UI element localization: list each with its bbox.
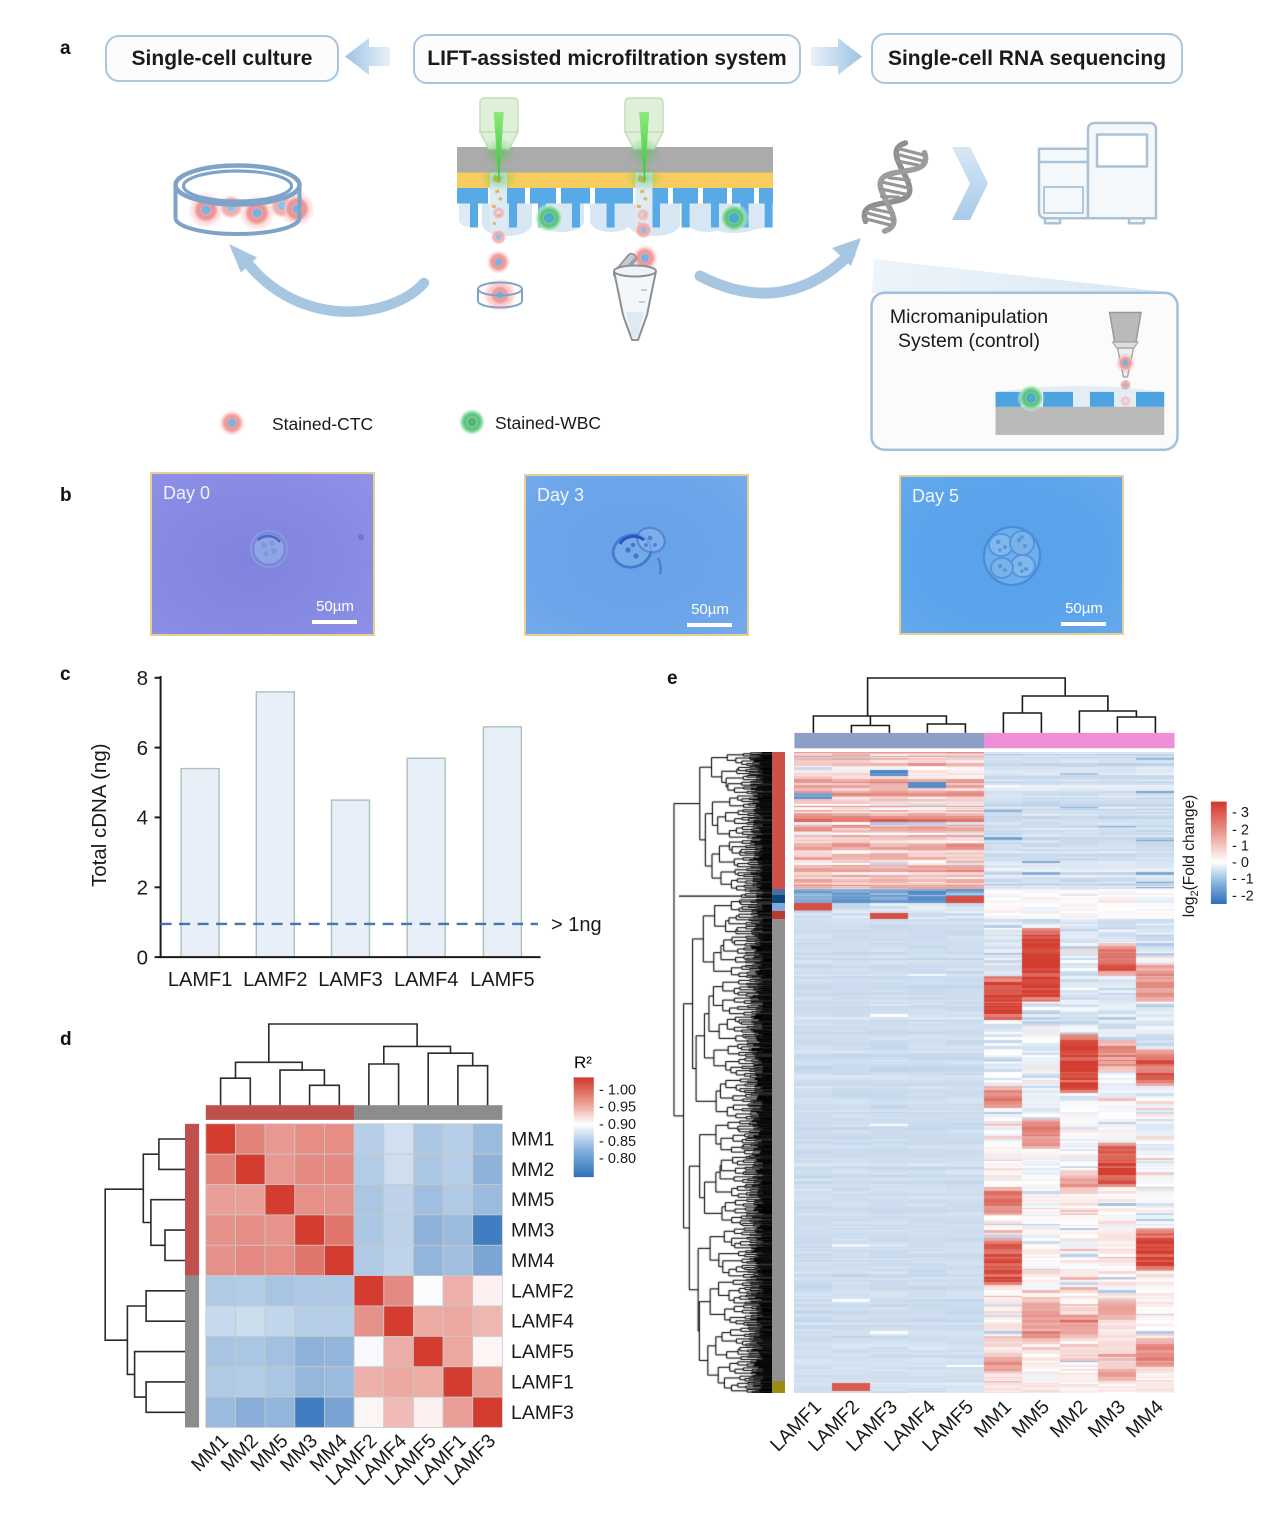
svg-text:- 0.85: - 0.85 (599, 1134, 636, 1150)
svg-text:- 2: - 2 (1232, 823, 1249, 839)
svg-text:- 0.80: - 0.80 (599, 1151, 636, 1167)
svg-text:Total cDNA (ng): Total cDNA (ng) (88, 743, 111, 887)
svg-text:MM2: MM2 (511, 1159, 554, 1181)
svg-text:6: 6 (137, 737, 148, 760)
svg-text:LAMF1: LAMF1 (511, 1371, 574, 1393)
svg-text:MM4: MM4 (1122, 1396, 1168, 1442)
svg-text:4: 4 (137, 807, 148, 830)
svg-text:MM3: MM3 (511, 1220, 554, 1242)
svg-text:LAMF3: LAMF3 (318, 969, 382, 991)
svg-text:MM4: MM4 (511, 1250, 554, 1272)
svg-text:0: 0 (137, 946, 148, 969)
svg-text:MM5: MM5 (511, 1189, 554, 1211)
svg-text:MM3: MM3 (1084, 1396, 1130, 1442)
svg-text:LAMF3: LAMF3 (511, 1402, 574, 1424)
svg-text:- 3: - 3 (1232, 805, 1249, 821)
svg-text:8: 8 (137, 667, 148, 690)
svg-text:LAMF5: LAMF5 (511, 1341, 574, 1363)
svg-text:LAMF2: LAMF2 (511, 1280, 574, 1302)
svg-text:- 1: - 1 (1232, 838, 1249, 854)
svg-text:LAMF4: LAMF4 (394, 969, 458, 991)
svg-text:MM2: MM2 (1046, 1396, 1092, 1442)
svg-text:MM1: MM1 (970, 1396, 1016, 1442)
svg-text:- 1.00: - 1.00 (599, 1083, 636, 1099)
svg-text:2: 2 (137, 877, 148, 900)
svg-text:R²: R² (574, 1053, 592, 1072)
svg-text:- 0: - 0 (1232, 855, 1249, 871)
svg-text:LAMF2: LAMF2 (243, 969, 307, 991)
svg-text:LAMF4: LAMF4 (511, 1311, 574, 1333)
svg-text:- -1: - -1 (1232, 872, 1254, 888)
svg-text:- 0.95: - 0.95 (599, 1100, 636, 1116)
svg-text:- -2: - -2 (1232, 888, 1254, 904)
svg-text:LAMF1: LAMF1 (168, 969, 232, 991)
svg-text:> 1ng: > 1ng (551, 914, 602, 936)
svg-text:MM1: MM1 (511, 1129, 554, 1151)
svg-text:- 0.90: - 0.90 (599, 1117, 636, 1133)
svg-text:LAMF5: LAMF5 (470, 969, 534, 991)
svg-text:MM5: MM5 (1008, 1396, 1054, 1442)
